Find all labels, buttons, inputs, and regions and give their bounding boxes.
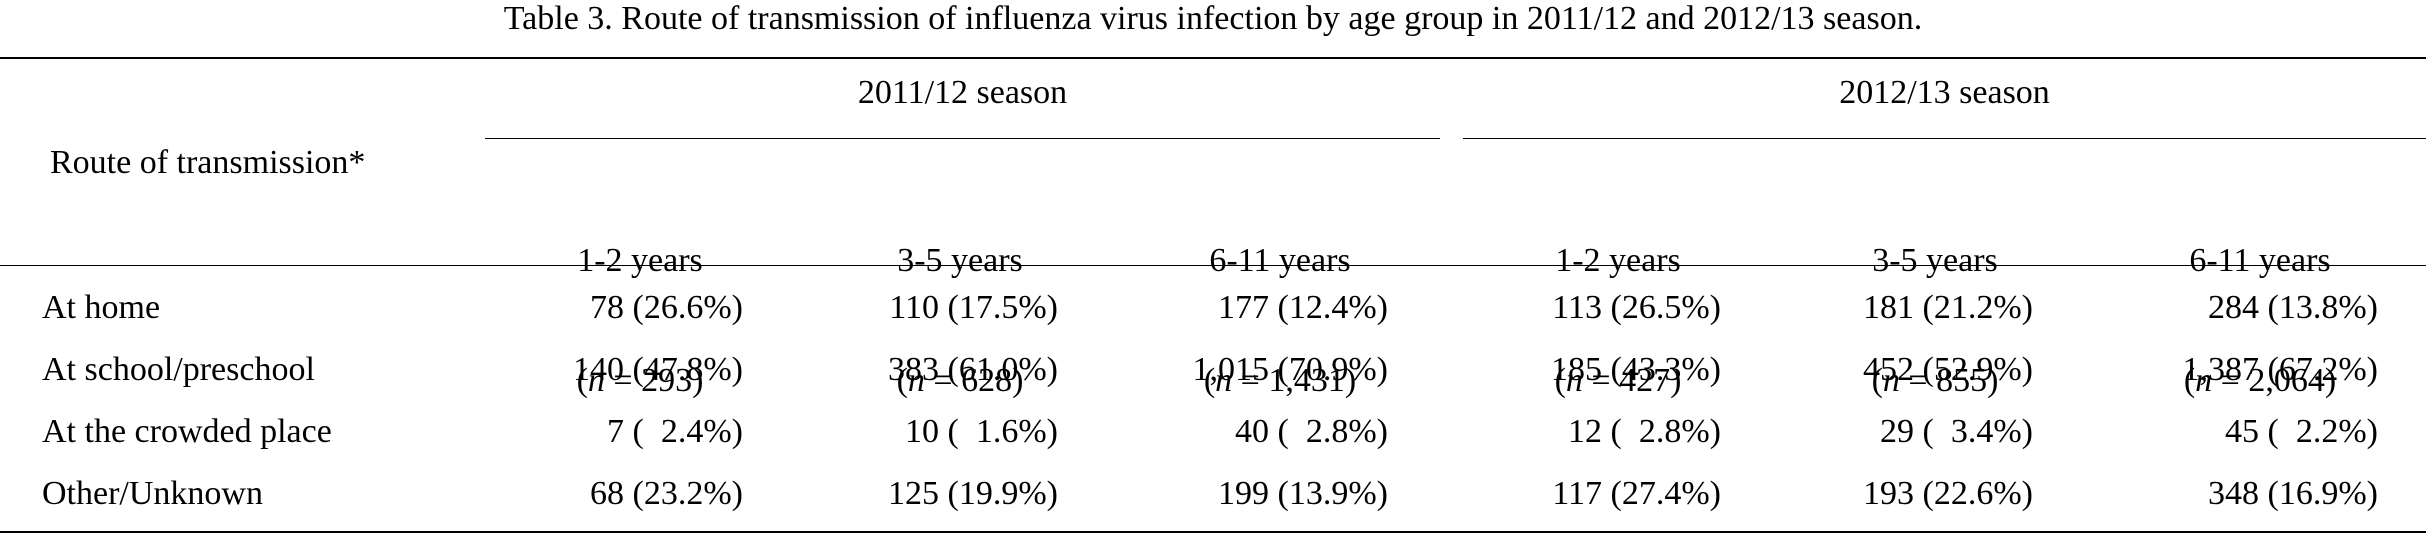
table-cell: 113 (26.5%) <box>1552 289 1721 326</box>
row-label: Other/Unknown <box>42 475 263 512</box>
n-symbol: n <box>1565 362 1583 399</box>
table-cell: 181 (21.2%) <box>1863 289 2033 326</box>
n-value: = 1,431) <box>1232 362 1357 399</box>
table-cell: 29 ( 3.4%) <box>1880 413 2033 450</box>
n-symbol: n <box>587 362 605 399</box>
table-cell: 110 (17.5%) <box>889 289 1058 326</box>
season-header-2011-12: 2011/12 season <box>857 74 1068 111</box>
season-underline-2011-12 <box>485 138 1440 139</box>
table-cell: 452 (52.9%) <box>1863 351 2033 388</box>
column-header-5: 3-5 years (n = 855) <box>1775 161 2095 441</box>
n-symbol: n <box>907 362 925 399</box>
season-header-2012-13: 2012/13 season <box>1839 74 2050 111</box>
column-n: (n = 293) <box>485 361 795 401</box>
column-header-1: 1-2 years (n = 293) <box>485 161 795 441</box>
table-cell: 78 (26.6%) <box>590 289 743 326</box>
row-header-route: Route of transmission* <box>50 144 366 181</box>
n-prefix: ( <box>896 362 908 399</box>
table-cell: 117 (27.4%) <box>1552 475 1721 512</box>
table-cell: 348 (16.9%) <box>2208 475 2378 512</box>
column-age: 6-11 years <box>1209 242 1351 279</box>
n-prefix: ( <box>576 362 588 399</box>
table-cell: 177 (12.4%) <box>1218 289 1388 326</box>
table-cell: 185 (43.3%) <box>1551 351 1721 388</box>
n-value: = 2,064) <box>2212 362 2337 399</box>
n-symbol: n <box>1215 362 1233 399</box>
table-cell: 7 ( 2.4%) <box>607 413 743 450</box>
row-label: At home <box>42 289 161 326</box>
table-cell: 140 (47.8%) <box>573 351 743 388</box>
column-n: (n = 628) <box>800 361 1120 401</box>
table-top-rule <box>0 57 2426 59</box>
column-age: 3-5 years <box>1872 242 1998 279</box>
n-symbol: n <box>1882 362 1900 399</box>
column-header-2: 3-5 years (n = 628) <box>800 161 1120 441</box>
n-value: = 293) <box>604 362 704 399</box>
table-cell: 40 ( 2.8%) <box>1235 413 1388 450</box>
table-cell: 12 ( 2.8%) <box>1568 413 1721 450</box>
column-n: (n = 427) <box>1463 361 1773 401</box>
table-cell: 45 ( 2.2%) <box>2225 413 2378 450</box>
table-cell: 383 (61.0%) <box>888 351 1058 388</box>
n-prefix: ( <box>2183 362 2196 399</box>
table-cell: 10 ( 1.6%) <box>905 413 1058 450</box>
column-n: (n = 855) <box>1775 361 2095 401</box>
table-caption: Table 3. Route of transmission of influe… <box>503 0 1923 37</box>
column-header-6: 6-11 years (n = 2,064) <box>2100 161 2420 441</box>
n-value: = 427) <box>1582 362 1682 399</box>
n-prefix: ( <box>1871 362 1883 399</box>
season-underline-2012-13 <box>1463 138 2426 139</box>
n-value: = 855) <box>1899 362 1999 399</box>
column-header-4: 1-2 years (n = 427) <box>1463 161 1773 441</box>
table-cell: 125 (19.9%) <box>888 475 1058 512</box>
table-cell: 1,015 (70.9%) <box>1192 351 1388 388</box>
column-header-3: 6-11 years (n = 1,431) <box>1120 161 1440 441</box>
table-cell: 1,387 (67.2%) <box>2182 351 2378 388</box>
table-cell: 199 (13.9%) <box>1218 475 1388 512</box>
table-cell: 68 (23.2%) <box>590 475 743 512</box>
table-bottom-rule <box>0 531 2426 533</box>
column-n: (n = 1,431) <box>1120 361 1440 401</box>
header-bottom-rule <box>0 265 2426 266</box>
column-age: 1-2 years <box>577 242 703 279</box>
row-label: At school/preschool <box>42 351 315 388</box>
column-age: 6-11 years <box>2189 242 2331 279</box>
column-age: 1-2 years <box>1555 242 1681 279</box>
row-label: At the crowded place <box>42 413 332 450</box>
column-age: 3-5 years <box>897 242 1023 279</box>
table-cell: 193 (22.6%) <box>1863 475 2033 512</box>
n-prefix: ( <box>1203 362 1216 399</box>
n-value: = 628) <box>924 362 1024 399</box>
n-prefix: ( <box>1554 362 1566 399</box>
table-cell: 284 (13.8%) <box>2208 289 2378 326</box>
column-n: (n = 2,064) <box>2100 361 2420 401</box>
n-symbol: n <box>2195 362 2213 399</box>
